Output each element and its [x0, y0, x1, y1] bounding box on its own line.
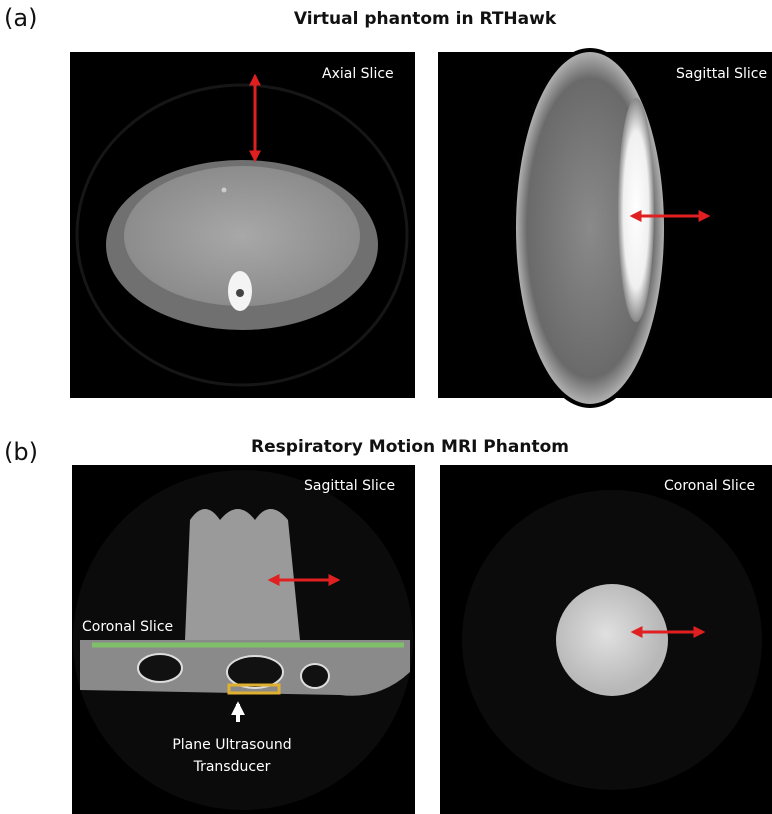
annotation: Coronal Slice [82, 619, 173, 635]
caption: Sagittal Slice [304, 478, 395, 494]
caption: Axial Slice [322, 66, 394, 82]
annotation: Plane Ultrasound [172, 737, 291, 753]
annotation: Transducer [193, 759, 271, 775]
axial-image [70, 52, 415, 398]
panel-title: Virtual phantom in RTHawk [294, 9, 557, 29]
panel-label: (b) [4, 438, 38, 466]
sagittal-image [438, 48, 772, 408]
caption: Coronal Slice [664, 478, 755, 494]
caption: Sagittal Slice [676, 66, 767, 82]
panel-title: Respiratory Motion MRI Phantom [251, 437, 569, 457]
mri-coronal-image [440, 465, 772, 814]
figure: (a) Virtual phantom in RTHawk Axial Slic… [0, 0, 772, 814]
panel-label: (a) [4, 4, 37, 32]
